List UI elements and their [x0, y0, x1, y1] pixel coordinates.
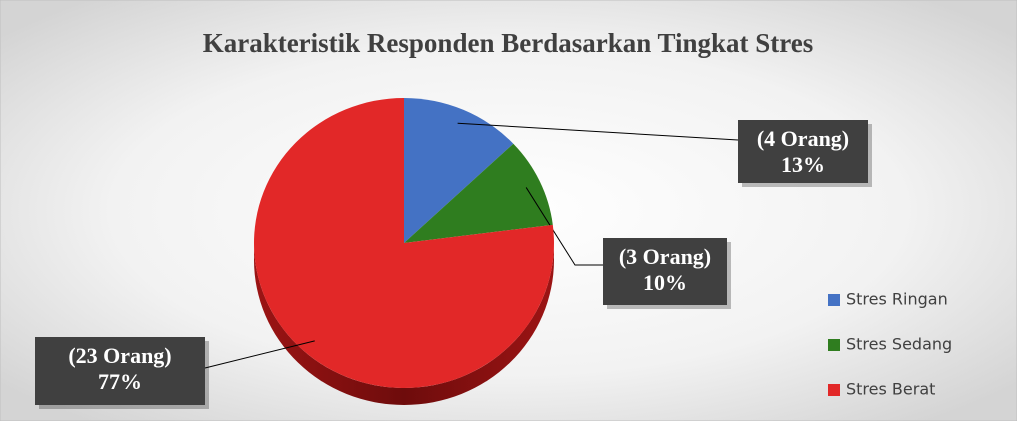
- data-label: 77%: [98, 369, 142, 394]
- label-box: [603, 238, 727, 305]
- leader-line: [204, 340, 315, 369]
- count-label: (4 Orang): [757, 126, 849, 151]
- data-label: 10%: [643, 270, 687, 295]
- label-box: [738, 120, 868, 183]
- pie-slice: [404, 143, 553, 243]
- legend-label: Stres Ringan: [846, 290, 948, 309]
- count-label: (3 Orang): [619, 244, 711, 269]
- legend-swatch: [828, 384, 840, 396]
- pie-slice: [404, 98, 514, 243]
- legend-label: Stres Berat: [846, 380, 935, 399]
- chart-title: Karakteristik Responden Berdasarkan Ting…: [203, 28, 814, 58]
- leader-line: [457, 122, 739, 141]
- label-box: [35, 337, 205, 405]
- legend-swatch: [828, 339, 840, 351]
- legend-swatch: [828, 294, 840, 306]
- pie-slice: [254, 98, 554, 388]
- legend-label: Stres Sedang: [846, 335, 952, 354]
- count-label: (23 Orang): [68, 343, 171, 368]
- data-label: 13%: [781, 152, 825, 177]
- leader-line: [525, 187, 610, 266]
